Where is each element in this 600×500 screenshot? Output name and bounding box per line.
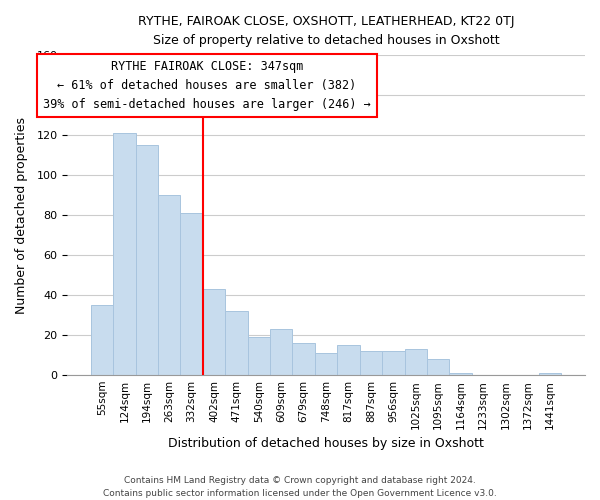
X-axis label: Distribution of detached houses by size in Oxshott: Distribution of detached houses by size …: [168, 437, 484, 450]
Bar: [382, 351, 404, 375]
Bar: [404, 349, 427, 375]
Bar: [315, 353, 337, 375]
Bar: [136, 145, 158, 375]
Bar: [181, 213, 203, 375]
Bar: [539, 373, 562, 375]
Bar: [270, 329, 292, 375]
Y-axis label: Number of detached properties: Number of detached properties: [15, 116, 28, 314]
Bar: [360, 351, 382, 375]
Bar: [158, 195, 181, 375]
Bar: [427, 359, 449, 375]
Bar: [225, 311, 248, 375]
Text: Contains HM Land Registry data © Crown copyright and database right 2024.
Contai: Contains HM Land Registry data © Crown c…: [103, 476, 497, 498]
Bar: [91, 305, 113, 375]
Bar: [248, 337, 270, 375]
Bar: [113, 133, 136, 375]
Bar: [203, 289, 225, 375]
Title: RYTHE, FAIROAK CLOSE, OXSHOTT, LEATHERHEAD, KT22 0TJ
Size of property relative t: RYTHE, FAIROAK CLOSE, OXSHOTT, LEATHERHE…: [138, 15, 514, 47]
Text: RYTHE FAIROAK CLOSE: 347sqm
← 61% of detached houses are smaller (382)
39% of se: RYTHE FAIROAK CLOSE: 347sqm ← 61% of det…: [43, 60, 371, 111]
Bar: [337, 345, 360, 375]
Bar: [292, 343, 315, 375]
Bar: [449, 373, 472, 375]
